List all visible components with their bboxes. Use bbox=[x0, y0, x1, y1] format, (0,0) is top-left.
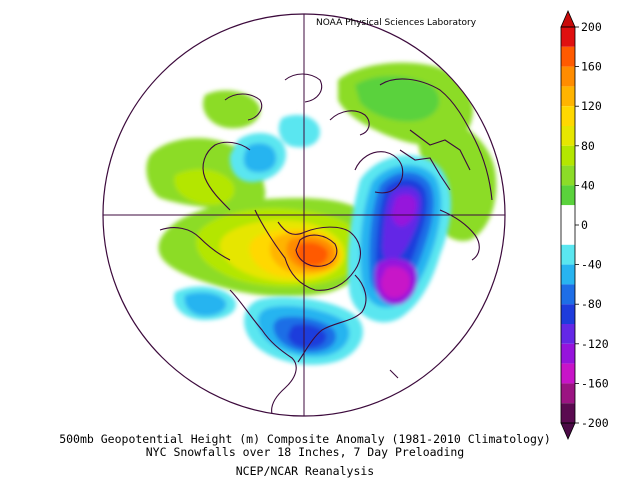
colorbar-bin-7 bbox=[561, 165, 575, 186]
negative-anomaly-centers bbox=[174, 114, 452, 365]
colorbar-label: 160 bbox=[581, 60, 602, 74]
graticule bbox=[103, 14, 505, 416]
colorbar-label: 120 bbox=[581, 99, 602, 113]
colorbar-label: -200 bbox=[581, 416, 609, 430]
caption-source: NCEP/NCAR Reanalysis bbox=[235, 464, 375, 478]
colorbar: 200 160 120 80 40 0 -40 -80 -120 -160 -200 bbox=[560, 10, 609, 440]
caption-subtitle: NYC Snowfalls over 18 Inches, 7 Day Prel… bbox=[145, 445, 465, 459]
colorbar-label: -120 bbox=[581, 337, 609, 351]
colorbar-bin-17 bbox=[561, 363, 575, 384]
colorbar-bin-10 bbox=[561, 225, 575, 245]
colorbar-label: -40 bbox=[581, 258, 602, 272]
caption-title: 500mb Geopotential Height (m) Composite … bbox=[59, 432, 551, 446]
colorbar-bin-0 bbox=[561, 27, 575, 47]
coastlines bbox=[159, 73, 493, 415]
colorbar-bin-19 bbox=[561, 403, 575, 423]
colorbar-bin-14 bbox=[561, 304, 575, 324]
colorbar-label: 80 bbox=[581, 139, 595, 153]
colorbar-bin-2 bbox=[561, 66, 575, 87]
credit-label: NOAA Physical Sciences Laboratory bbox=[316, 18, 477, 28]
colorbar-bin-16 bbox=[561, 343, 575, 364]
colorbar-bin-11 bbox=[561, 244, 575, 265]
colorbar-label: 0 bbox=[581, 218, 588, 232]
map-boundary-circle bbox=[102, 13, 506, 417]
colorbar-bin-8 bbox=[561, 185, 575, 206]
colorbar-bin-6 bbox=[561, 145, 575, 166]
colorbar-bin-13 bbox=[561, 284, 575, 305]
colorbar-bin-3 bbox=[561, 86, 575, 107]
colorbar-bin-12 bbox=[561, 264, 575, 285]
colorbar-bin-9 bbox=[561, 205, 575, 225]
anomaly-field bbox=[146, 62, 497, 365]
colorbar-label: -160 bbox=[581, 376, 609, 390]
colorbar-bin-1 bbox=[561, 46, 575, 67]
colorbar-bin-4 bbox=[561, 106, 575, 126]
colorbar-label: 200 bbox=[581, 20, 602, 34]
colorbar-bin-15 bbox=[561, 324, 575, 344]
colorbar-bin-18 bbox=[561, 383, 575, 404]
colorbar-top-arrow bbox=[560, 10, 576, 28]
colorbar-label: -80 bbox=[581, 297, 602, 311]
colorbar-bin-5 bbox=[561, 126, 575, 146]
colorbar-label: 40 bbox=[581, 178, 595, 192]
